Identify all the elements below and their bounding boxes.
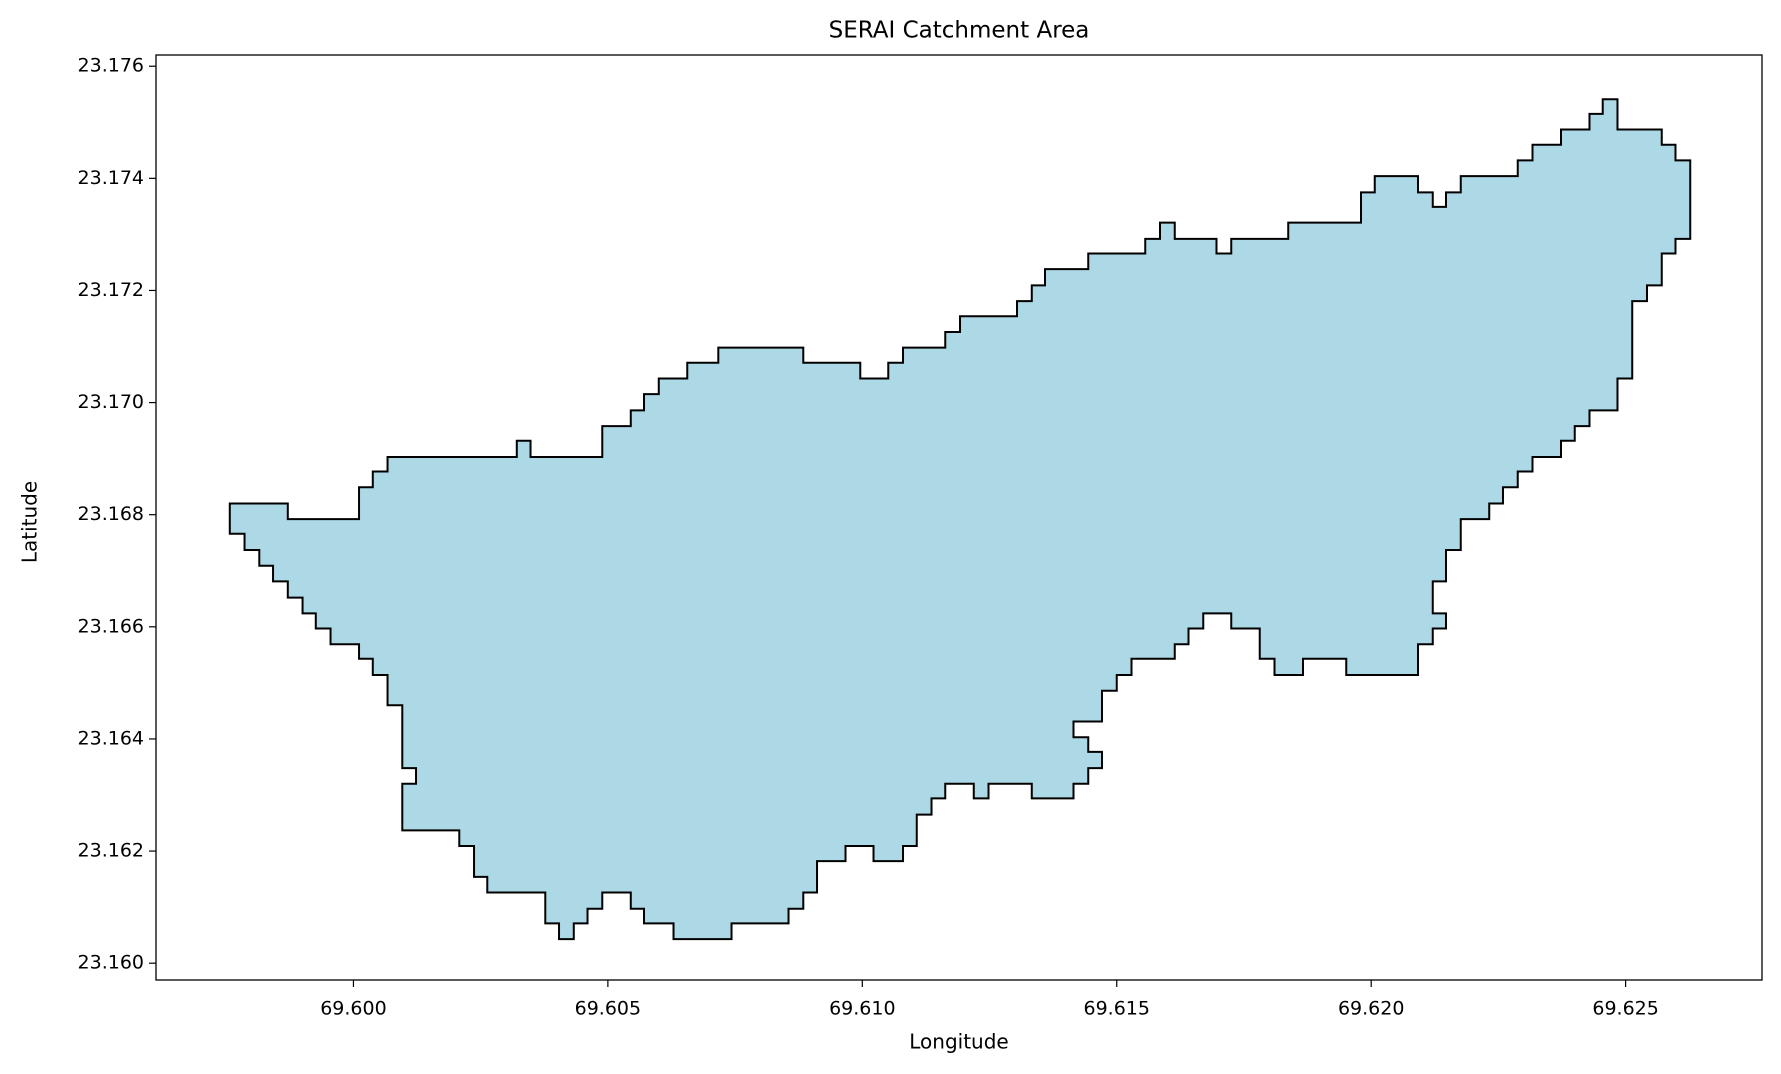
y-axis-label: Latitude <box>18 481 42 563</box>
x-tick-label: 69.600 <box>320 998 386 1020</box>
chart-title: SERAI Catchment Area <box>829 18 1090 44</box>
catchment-polygon <box>228 98 1692 941</box>
x-tick-label: 69.615 <box>1084 998 1150 1020</box>
plot-frame <box>155 54 1763 981</box>
y-tick-label: 23.176 <box>78 55 144 77</box>
y-tick-label: 23.160 <box>78 952 144 974</box>
x-tick-label: 69.605 <box>575 998 641 1020</box>
y-tick-label: 23.166 <box>78 615 144 637</box>
x-axis-label: Longitude <box>909 1030 1008 1054</box>
x-tick-label: 69.625 <box>1592 998 1658 1020</box>
y-tick-label: 23.172 <box>78 279 144 301</box>
y-tick-label: 23.162 <box>78 840 144 862</box>
y-tick-label: 23.168 <box>78 503 144 525</box>
y-tick-label: 23.170 <box>78 391 144 413</box>
y-tick-label: 23.174 <box>78 167 144 189</box>
x-tick-label: 69.620 <box>1338 998 1404 1020</box>
x-tick-label: 69.610 <box>829 998 895 1020</box>
y-tick-label: 23.164 <box>78 727 144 749</box>
